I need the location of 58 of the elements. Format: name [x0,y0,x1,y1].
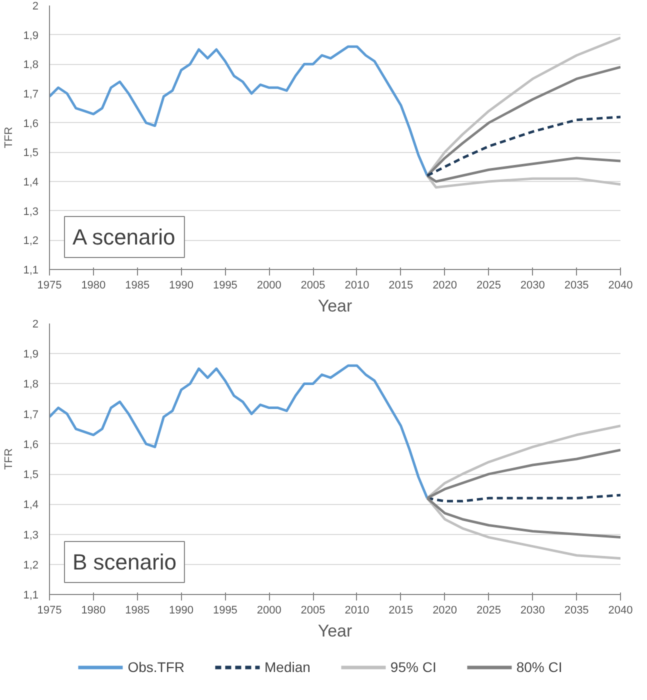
annotation: B scenario [72,550,176,574]
x-tick-label: 2005 [300,604,326,616]
x-tick-label: 2030 [520,604,545,616]
y-tick-label: 2 [32,0,39,12]
y-tick-label: 1,7 [23,88,39,100]
y-tick-label: 1,9 [23,348,39,361]
y-tick-label: 1,1 [23,590,39,602]
x-tick-label: 1975 [37,280,62,292]
x-axis-title: Year [318,296,353,316]
x-tick-label: 2010 [344,604,370,616]
x-tick-label: 1985 [125,604,150,616]
legend-label: 95% CI [390,659,436,675]
y-tick-label: 1,2 [23,235,39,248]
y-tick-label: 1,7 [23,408,39,421]
x-tick-label: 2025 [476,280,501,292]
y-tick-label: 1,2 [23,559,39,572]
x-tick-label: 2020 [432,604,458,616]
legend-label: Median [264,659,310,675]
y-tick-label: 1,6 [23,438,39,451]
x-tick-label: 2015 [388,604,414,616]
y-tick-label: 1,1 [23,264,39,276]
y-axis-title: TFR [3,126,16,148]
x-tick-label: 2035 [564,280,589,292]
legend-label: 80% CI [516,659,562,675]
x-tick-label: 1980 [81,280,106,292]
x-tick-label: 2015 [388,280,414,292]
y-tick-label: 1,5 [23,147,39,160]
y-axis-title: TFR [3,448,16,470]
y-tick-label: 1,9 [23,30,39,42]
y-tick-label: 1,3 [23,206,39,218]
x-tick-label: 2000 [256,604,282,616]
x-tick-label: 2040 [608,280,633,292]
x-tick-label: 1995 [212,280,238,292]
y-tick-label: 2 [32,318,39,330]
annotation: A scenario [72,224,176,250]
x-tick-label: 2000 [256,280,282,292]
x-tick-label: 1985 [125,280,150,292]
x-axis-title: Year [318,622,353,640]
legend-label: Obs.TFR [128,659,185,675]
x-tick-label: 2025 [476,604,501,616]
x-tick-label: 2030 [520,280,545,292]
y-tick-label: 1,6 [23,118,39,130]
y-tick-label: 1,8 [23,378,39,391]
x-tick-label: 1995 [212,604,238,616]
y-tick-label: 1,4 [23,176,39,188]
x-tick-label: 2010 [344,280,370,292]
x-tick-label: 2020 [432,280,458,292]
x-tick-label: 2005 [300,280,326,292]
x-tick-label: 1975 [37,604,62,616]
y-tick-label: 1,4 [23,499,39,512]
y-tick-label: 1,5 [23,469,39,482]
x-tick-label: 1990 [169,604,194,616]
x-tick-label: 1990 [169,280,194,292]
y-tick-label: 1,3 [23,529,39,542]
y-tick-label: 1,8 [23,59,39,72]
x-tick-label: 1980 [81,604,106,616]
x-tick-label: 2040 [608,604,633,616]
x-tick-label: 2035 [564,604,589,616]
